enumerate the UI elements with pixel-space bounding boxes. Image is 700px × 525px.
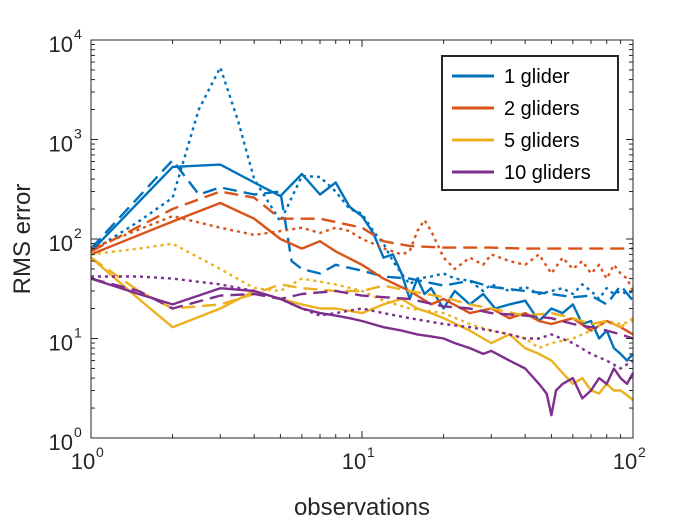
series-line-1-solid — [90, 163, 634, 362]
legend-label: 5 gliders — [504, 130, 580, 152]
y-tick-exponent: 0 — [74, 424, 82, 440]
y-tick-label: 10 — [49, 132, 73, 157]
x-tick-exponent: 2 — [638, 444, 646, 460]
y-tick-exponent: 1 — [74, 325, 82, 341]
y-tick-label: 10 — [49, 231, 73, 256]
legend: 1 glider 2 gliders 5 gliders 10 gliders — [441, 55, 619, 191]
x-tick-exponent: 0 — [96, 444, 104, 460]
x-tick-label: 10 — [71, 449, 95, 474]
legend-label: 10 gliders — [504, 162, 591, 184]
legend-label: 2 gliders — [504, 98, 580, 120]
series-line-8-dashed — [90, 256, 634, 329]
x-tick-label: 10 — [613, 449, 637, 474]
y-tick-exponent: 4 — [74, 26, 82, 42]
legend-box — [441, 55, 619, 191]
x-tick-exponent: 1 — [367, 444, 375, 460]
y-axis-label: RMS error — [9, 184, 36, 295]
series-line-12-dotted — [91, 275, 634, 370]
series-line-5-dashed — [90, 190, 633, 253]
series-line-2-dashed — [90, 159, 634, 306]
legend-label: 1 glider — [504, 66, 570, 88]
series-line-6-dotted — [90, 214, 635, 292]
y-tick-exponent: 2 — [74, 225, 82, 241]
series-line-11-dashed — [90, 277, 634, 340]
ticks-layer: 10 0 10 1 10 210 010 110 210 310 4 — [49, 26, 646, 474]
y-tick-label: 10 — [49, 430, 73, 455]
y-tick-label: 10 — [49, 331, 73, 356]
y-tick-label: 10 — [49, 32, 73, 57]
series-line-3-dotted — [90, 66, 634, 301]
y-tick-exponent: 3 — [74, 126, 82, 142]
x-axis-label: observations — [294, 494, 430, 521]
series-layer — [90, 66, 635, 417]
series-line-9-dotted — [90, 242, 634, 350]
x-tick-label: 10 — [342, 449, 366, 474]
